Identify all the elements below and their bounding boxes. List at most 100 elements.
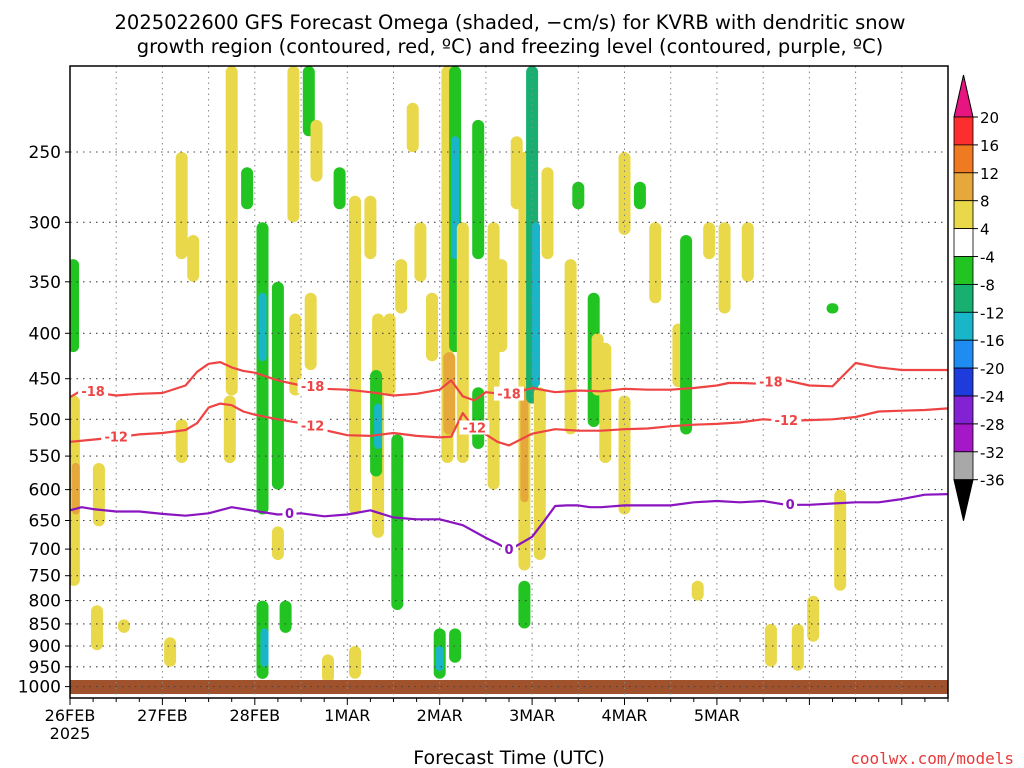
omega-cell — [406, 102, 419, 153]
contour-line — [70, 402, 948, 447]
omega-cell — [807, 595, 820, 642]
contour-label-bg — [459, 420, 490, 435]
omega-cell — [383, 313, 396, 396]
omega-cell — [591, 333, 604, 396]
colorbar-swatch — [953, 116, 974, 146]
omega-cell — [164, 637, 177, 667]
contour-label-bg — [282, 505, 297, 520]
omega-cell — [564, 259, 577, 435]
contour-line — [70, 493, 948, 552]
colorbar-swatch — [953, 451, 974, 481]
y-tick-label: 500 — [29, 410, 61, 430]
y-tick-label: 800 — [29, 592, 61, 612]
x-tick-label: 28FEB — [229, 706, 280, 725]
omega-cell — [633, 181, 646, 210]
omega-cell — [764, 623, 777, 667]
contour-label-bg — [297, 418, 328, 433]
y-tick-label: 750 — [29, 567, 61, 587]
contour-label: 0 — [504, 543, 513, 558]
omega-cell — [520, 387, 529, 503]
colorbar-swatch — [953, 228, 974, 257]
colorbar-label: -16 — [980, 332, 1005, 350]
omega-cell — [364, 195, 377, 260]
omega-cell — [414, 222, 427, 282]
omega-cell — [333, 167, 346, 210]
omega-cell — [518, 580, 531, 629]
omega-cell — [826, 303, 839, 314]
omega-cell — [271, 281, 284, 490]
omega-cell — [310, 119, 323, 182]
omega-cell — [187, 235, 200, 282]
y-tick-label: 400 — [29, 324, 61, 344]
contour-label: 0 — [786, 498, 795, 513]
omega-cell — [349, 646, 361, 679]
omega-shading — [70, 66, 847, 683]
contour-label-bg — [494, 386, 524, 401]
omega-cell — [287, 66, 300, 223]
colorbar-label: -28 — [980, 416, 1005, 434]
x-axis-label: Forecast Time (UTC) — [413, 747, 604, 768]
omega-cell — [271, 526, 284, 560]
omega-cell — [691, 580, 704, 601]
omega-cell — [256, 222, 269, 515]
omega-cell — [703, 222, 716, 260]
colorbar-swatch — [953, 339, 974, 369]
colorbar-label: -24 — [980, 388, 1005, 406]
contour-label: -12 — [301, 420, 325, 435]
y-tick-label: 650 — [29, 512, 61, 532]
omega-cell — [456, 222, 469, 463]
contour-label: 0 — [285, 507, 294, 522]
omega-cell — [374, 403, 383, 449]
y-tick-label: 850 — [29, 615, 61, 635]
credit-text: coolwx.com/models — [850, 749, 1014, 768]
contour-label: -12 — [104, 430, 128, 445]
y-tick-label: 450 — [29, 370, 61, 390]
y-tick-label: 950 — [29, 658, 61, 678]
colorbar-label: -12 — [980, 304, 1005, 322]
omega-cell — [225, 66, 238, 396]
omega-cell — [834, 489, 847, 591]
colorbar: 20 16 12 8 4 -4 -8 -12 -16 -20 -24 -28 -32 -36 — [953, 74, 1005, 521]
omega-cell — [426, 292, 438, 362]
colorbar-label: 4 — [980, 221, 990, 239]
colorbar-swatch — [953, 172, 974, 202]
colorbar-label: 16 — [980, 137, 999, 155]
y-tick-label: 1000 — [18, 678, 61, 698]
omega-cell — [572, 181, 585, 210]
omega-cell — [791, 623, 804, 671]
omega-cell — [391, 434, 404, 610]
colorbar-label: -20 — [980, 360, 1005, 378]
omega-cell — [175, 152, 188, 260]
colorbar-bottom-arrow — [953, 479, 974, 521]
colorbar-top-arrow — [953, 74, 974, 118]
colorbar-swatch — [953, 367, 974, 397]
omega-cell — [618, 395, 631, 515]
colorbar-label: 8 — [980, 193, 990, 211]
chart-title-line-2: growth region (contoured, red, ºC) and f… — [137, 35, 884, 58]
colorbar-label: -4 — [980, 249, 995, 267]
colorbar-swatch — [953, 283, 974, 313]
chart-title-line-1: 2025022600 GFS Forecast Omega (shaded, −… — [115, 11, 906, 34]
x-tick-sublabel: 2025 — [50, 724, 91, 743]
contour-label: -18 — [81, 385, 105, 400]
colorbar-swatch — [953, 423, 974, 453]
omega-cell — [680, 235, 693, 435]
colorbar-label: -36 — [980, 472, 1005, 490]
colorbar-swatch — [953, 256, 974, 285]
omega-cell — [279, 600, 292, 633]
omega-cell — [117, 619, 130, 633]
omega-cell — [241, 167, 254, 210]
omega-cell — [258, 292, 267, 362]
x-tick-label: 27FEB — [137, 706, 188, 725]
omega-cell — [289, 313, 302, 396]
contour-label: -18 — [759, 376, 783, 391]
omega-cell — [718, 222, 731, 314]
omega-cell — [435, 646, 444, 671]
omega-cell — [349, 195, 361, 515]
omega-cell — [91, 605, 103, 651]
omega-cell — [649, 222, 662, 304]
contour-label-bg — [502, 542, 516, 557]
colorbar-swatch — [953, 311, 974, 341]
omega-cell — [495, 259, 508, 353]
